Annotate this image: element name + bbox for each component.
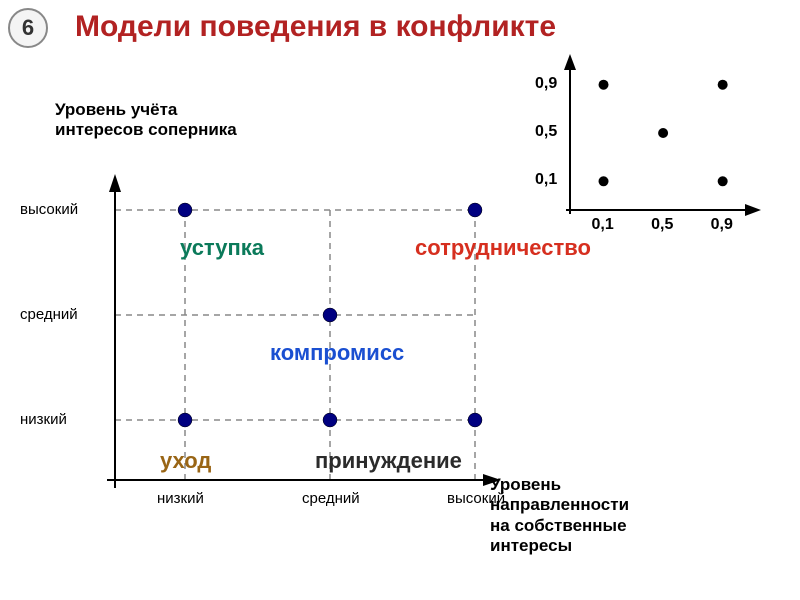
mini-x-tick-0: 0,1 [592, 216, 614, 234]
mini-y-tick-1: 0,5 [535, 123, 557, 141]
mini-y-tick-0: 0,1 [535, 171, 557, 189]
mini-x-tick-2: 0,9 [711, 216, 733, 234]
mini-x-tick-1: 0,5 [651, 216, 673, 234]
mini-chart [0, 0, 800, 600]
mini-y-tick-2: 0,9 [535, 75, 557, 93]
